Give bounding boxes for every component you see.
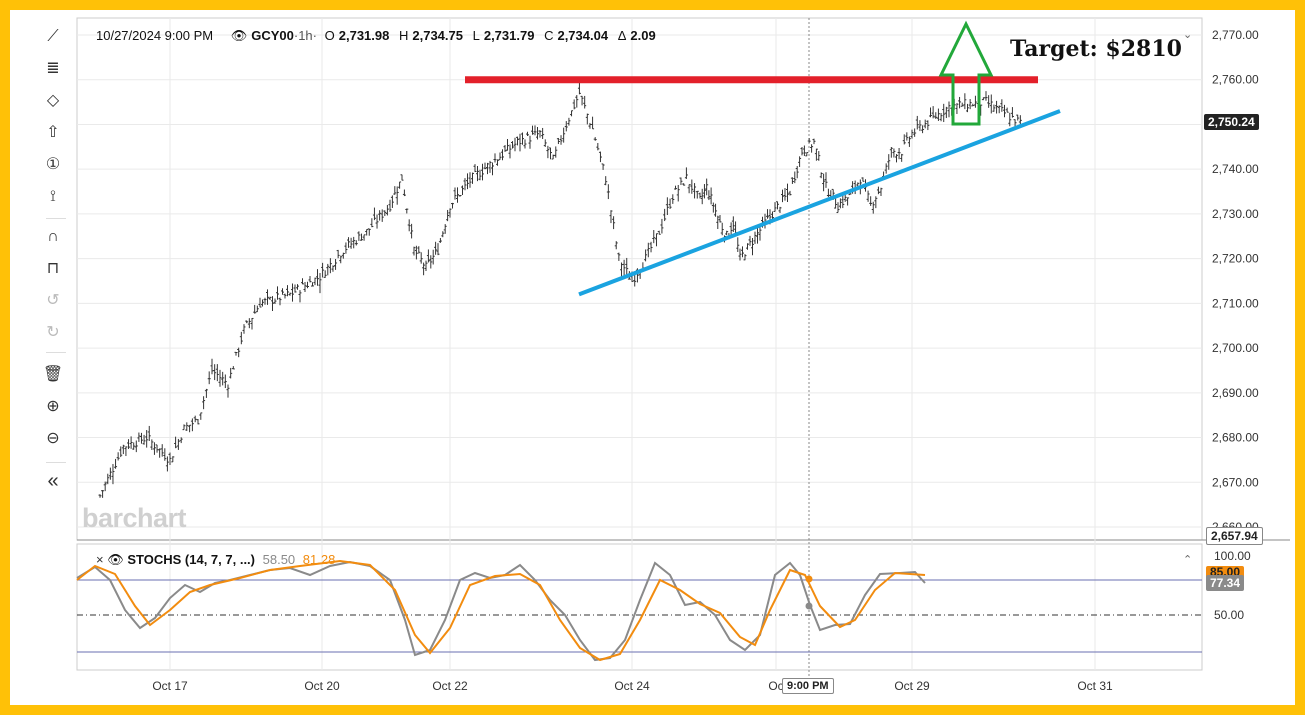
price-tick-label: 2,770.00: [1212, 28, 1259, 42]
price-tick-label: 2,730.00: [1212, 207, 1259, 221]
time-tick-label: Oct 22: [432, 679, 468, 693]
time-tick-label: Oct 24: [614, 679, 650, 693]
time-tick-label: Oc: [768, 679, 783, 693]
stoch-tick-label: 100.00: [1214, 549, 1251, 563]
support-trendline: [578, 109, 1061, 297]
toolbar-divider: [46, 352, 66, 353]
pattern-tool-icon[interactable]: ⟟: [50, 188, 56, 205]
price-tick-label: 2,720.00: [1212, 252, 1259, 266]
low-label: L: [472, 28, 480, 43]
chevron-down-icon[interactable]: ⌄: [1183, 29, 1193, 41]
price-tick-label: 2,690.00: [1212, 386, 1259, 400]
price-tick-label: 2,760.00: [1212, 73, 1259, 87]
stoch-name[interactable]: STOCHS (14, 7, 7, ...): [127, 552, 255, 567]
toolbar-divider: [46, 218, 66, 219]
stoch-legend: × 👁 STOCHS (14, 7, 7, ...) 58.50 81.28: [96, 552, 335, 568]
price-tick-label: 2,700.00: [1212, 341, 1259, 355]
arrow-tool-icon[interactable]: ⇧: [46, 124, 60, 141]
toolbar-divider: [46, 462, 66, 463]
time-tick-label: Oct 17: [152, 679, 188, 693]
open-label: O: [324, 28, 335, 43]
low-value: 2,731.79: [483, 28, 535, 43]
change-label: Δ: [617, 28, 627, 43]
open-value: 2,731.98: [338, 28, 390, 43]
trash-icon[interactable]: 🗑: [42, 366, 64, 383]
stoch-d-value: 81.28: [302, 552, 336, 567]
collapse-icon[interactable]: «: [47, 470, 59, 492]
close-indicator-icon[interactable]: ×: [96, 552, 104, 567]
ohlc-header: 10/27/2024 9:00 PM 👁 GCY00·1h· O 2,731.98 …: [96, 28, 656, 44]
price-tick-label: 2,670.00: [1212, 475, 1259, 489]
price-pane-border: [76, 17, 1203, 541]
stoch-k-line: [76, 560, 926, 662]
close-value: 2,734.04: [557, 28, 609, 43]
time-tick-label: Oct 20: [304, 679, 340, 693]
stoch-d-crosshair-dot: [805, 575, 813, 583]
close-label: C: [544, 28, 554, 43]
undo-icon[interactable]: ↺: [46, 292, 60, 309]
visibility-icon[interactable]: 👁: [107, 552, 124, 567]
current-price-tag: 2,750.24: [1204, 114, 1259, 130]
zoom-out-icon[interactable]: ⊖: [46, 430, 60, 447]
stoch-tick-label: 50.00: [1214, 608, 1244, 622]
target-annotation: Target: $2810: [1010, 36, 1182, 62]
stoch-d-line: [76, 559, 926, 662]
price-tick-label: 2,710.00: [1212, 296, 1259, 310]
counter-tool-icon[interactable]: ①: [45, 156, 61, 173]
unlock-icon[interactable]: ⊓: [46, 260, 60, 277]
redo-icon[interactable]: ↻: [46, 324, 60, 341]
crosshair-time-tag: 9:00 PM: [782, 678, 834, 694]
time-tick-label: Oct 31: [1077, 679, 1113, 693]
interval[interactable]: ·1h·: [293, 28, 317, 43]
symbol[interactable]: GCY00: [251, 28, 294, 43]
fib-tool-icon[interactable]: ≣: [46, 60, 60, 77]
stoch-k-tag: 77.34: [1206, 575, 1245, 591]
last-price-tag: 2,657.94: [1206, 527, 1263, 545]
target-arrow: [938, 20, 994, 126]
stoch-k-value: 58.50: [262, 552, 296, 567]
zoom-in-icon[interactable]: ⊕: [46, 398, 60, 415]
drawing-toolbar: ⟋ ≣ ◇ ⇧ ① ⟟ ∩ ⊓ ↺ ↻ 🗑 ⊕ ⊖ «: [10, 10, 76, 705]
high-label: H: [398, 28, 409, 43]
change-value: 2.09: [630, 28, 656, 43]
datetime: 10/27/2024 9:00 PM: [96, 28, 214, 43]
stoch-k-crosshair-dot: [805, 602, 813, 610]
line-tool-icon[interactable]: ⟋: [47, 28, 59, 45]
price-tick-label: 2,740.00: [1212, 162, 1259, 176]
time-tick-label: Oct 29: [894, 679, 930, 693]
magnet-icon[interactable]: ∩: [47, 228, 59, 245]
barchart-watermark: barchart: [82, 503, 187, 533]
stoch-pane-border: [76, 543, 1203, 671]
visibility-icon[interactable]: 👁: [230, 28, 248, 43]
price-tick-label: 2,680.00: [1212, 431, 1259, 445]
chevron-up-icon[interactable]: ⌃: [1183, 554, 1193, 566]
high-value: 2,734.75: [412, 28, 463, 43]
shape-tool-icon[interactable]: ◇: [46, 92, 60, 109]
